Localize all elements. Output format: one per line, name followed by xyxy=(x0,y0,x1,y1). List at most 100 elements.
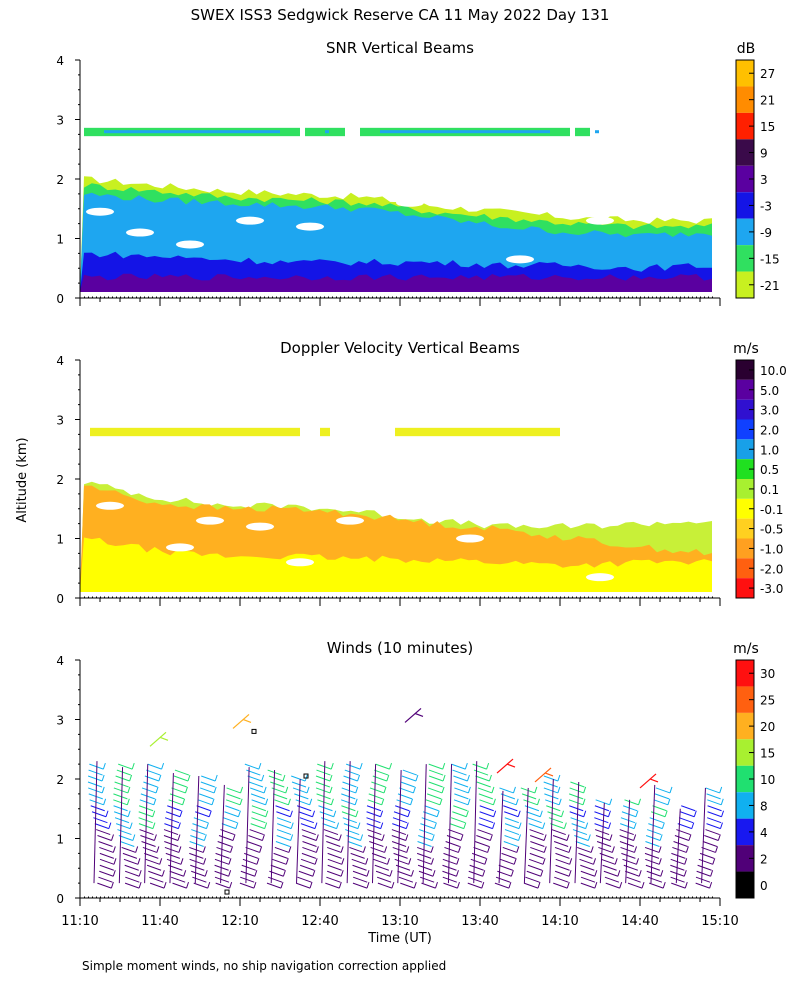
wind-barb-high xyxy=(639,773,657,789)
wind-barb-feather xyxy=(208,810,212,817)
wind-profile-spine xyxy=(371,764,377,884)
wind-barb-feather xyxy=(664,810,668,817)
wind-barb-feather xyxy=(108,822,112,829)
wind-barb-feather xyxy=(685,846,689,853)
wind-barb xyxy=(300,858,316,865)
data-gap xyxy=(506,255,534,264)
wind-barb-feather xyxy=(684,881,688,889)
wind-barb xyxy=(298,811,313,818)
colorbar-swatch xyxy=(736,845,754,872)
x-tick-label: 15:10 xyxy=(701,914,738,929)
wind-barb xyxy=(115,823,131,830)
wind-barb-feather xyxy=(389,762,393,770)
wind-barb-feather xyxy=(230,846,233,853)
wind-barb xyxy=(543,775,559,782)
colorbar-label: -3 xyxy=(760,199,772,213)
wind-barb-feather xyxy=(456,858,460,865)
wind-barb xyxy=(146,769,161,776)
wind-barb xyxy=(376,876,392,883)
colorbar-swatch xyxy=(736,60,754,87)
wind-barb xyxy=(218,835,234,841)
x-tick-label: 14:40 xyxy=(621,914,658,929)
wind-barb xyxy=(214,876,230,883)
wind-profile-spine xyxy=(675,808,681,884)
wind-barb xyxy=(477,787,493,794)
y-tick-label: 3 xyxy=(56,114,64,128)
data-gap xyxy=(196,516,224,525)
wind-barb xyxy=(140,793,156,800)
wind-barb xyxy=(453,799,469,806)
wind-barb xyxy=(696,870,711,877)
wind-barb xyxy=(272,858,287,865)
wind-barb-feather xyxy=(410,798,414,805)
wind-barb xyxy=(448,829,463,836)
wind-barb-feather xyxy=(103,798,107,805)
wind-barb xyxy=(138,811,153,818)
wind-barb-feather xyxy=(486,762,490,770)
wind-barb-feather xyxy=(688,834,692,841)
wind-barb-feather xyxy=(649,778,659,783)
wind-barb xyxy=(400,781,415,788)
wind-barb-feather xyxy=(442,762,446,770)
wind-barb xyxy=(603,870,619,877)
wind-barb xyxy=(248,835,263,841)
wind-barb xyxy=(122,852,138,859)
wind-barb-feather xyxy=(585,822,589,829)
wind-barb-feather xyxy=(357,822,361,829)
wind-barb-feather xyxy=(691,822,695,829)
wind-barb xyxy=(526,811,541,818)
wind-barb xyxy=(192,823,207,830)
snr-colorbar-unit: dB xyxy=(737,41,756,57)
wind-barb xyxy=(327,864,342,871)
wind-barb xyxy=(555,864,570,871)
wind-barb-high xyxy=(496,758,514,774)
wind-barb xyxy=(601,858,616,865)
wind-barb-feather xyxy=(455,870,459,877)
wind-profile-spine xyxy=(194,776,200,884)
wind-barb-feather xyxy=(288,846,292,853)
wind-barb-feather xyxy=(161,762,165,770)
wind-barb xyxy=(654,793,670,800)
colorbar-swatch xyxy=(736,498,754,519)
wind-barb xyxy=(452,769,467,776)
wind-barb xyxy=(192,876,207,883)
wind-barb xyxy=(670,876,685,883)
y-tick-label: 4 xyxy=(56,654,64,668)
x-tick-label: 11:40 xyxy=(141,914,178,929)
wind-barb-feather xyxy=(264,822,268,829)
data-gap xyxy=(456,534,484,543)
wind-profile-spine xyxy=(220,784,225,884)
wind-barb xyxy=(295,799,310,806)
wind-barb-feather xyxy=(633,822,637,829)
colorbar-swatch xyxy=(736,686,754,713)
wind-barb-feather xyxy=(405,822,409,829)
wind-barb xyxy=(351,858,366,865)
wind-barb-feather xyxy=(129,822,133,829)
wind-barb xyxy=(366,811,381,818)
elevated-layer-core xyxy=(595,130,599,134)
colorbar-swatch xyxy=(736,271,754,298)
wind-barb-feather xyxy=(709,881,713,889)
wind-barb-feather xyxy=(638,798,641,805)
data-gap xyxy=(246,522,274,531)
wind-barb xyxy=(625,870,640,877)
wind-barb xyxy=(346,763,361,770)
wind-barb-feather xyxy=(315,834,319,841)
wind-barb xyxy=(225,805,240,812)
wind-barb xyxy=(343,823,359,830)
wind-barb-feather xyxy=(306,786,310,794)
wind-barb xyxy=(527,817,542,824)
wind-barb-feather xyxy=(242,718,252,723)
wind-barb xyxy=(707,817,722,824)
wind-barb-feather xyxy=(258,762,262,770)
wind-barb-feather xyxy=(641,881,645,889)
wind-barb xyxy=(325,882,340,889)
winds-panel-title: Winds (10 minutes) xyxy=(327,639,474,657)
wind-barb-feather xyxy=(384,846,388,853)
wind-barb-feather xyxy=(338,834,342,841)
wind-barb xyxy=(580,864,595,871)
wind-barb-feather xyxy=(659,834,663,841)
wind-barb xyxy=(528,823,543,830)
wind-barb-feather xyxy=(235,822,239,829)
wind-barb-feather xyxy=(614,858,618,865)
